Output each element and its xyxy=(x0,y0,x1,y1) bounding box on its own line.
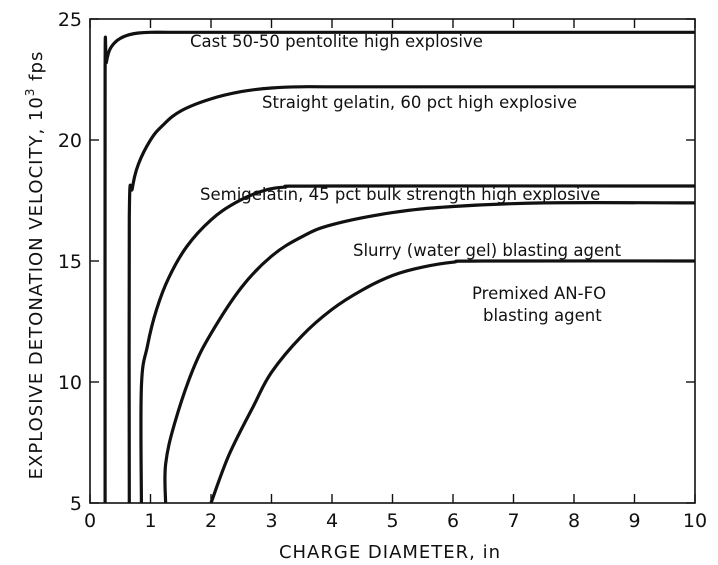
series-labels: Cast 50-50 pentolite high explosive Strai… xyxy=(190,32,622,325)
x-tick-label: 2 xyxy=(205,510,217,532)
series-line-1 xyxy=(127,85,695,504)
series-label-3: Slurry (water gel) blasting agent xyxy=(353,241,622,260)
series-label-0: Cast 50-50 pentolite high explosive xyxy=(190,32,483,51)
series-curves xyxy=(103,30,696,504)
series-label-4: Premixed AN-FO xyxy=(472,284,606,303)
x-tick-label: 6 xyxy=(447,510,459,532)
series-line-0 xyxy=(103,30,695,504)
y-axis-title-unit: fps xyxy=(26,51,47,81)
series-label-4: blasting agent xyxy=(483,306,602,325)
y-tick-label: 5 xyxy=(70,493,82,515)
x-tick-label: 8 xyxy=(568,510,580,532)
axis-ticks: 0 1 2 3 4 5 6 7 8 9 10 5 10 15 20 25 xyxy=(58,9,707,532)
x-tick-label: 4 xyxy=(326,510,338,532)
series-line-4 xyxy=(209,259,696,504)
y-axis-title-exponent: 3 xyxy=(23,88,37,97)
y-tick-label: 10 xyxy=(58,372,82,394)
series-line-2 xyxy=(139,184,696,504)
series-label-1: Straight gelatin, 60 pct high explosive xyxy=(262,93,577,112)
x-axis-title: CHARGE DIAMETER, in xyxy=(279,542,501,563)
y-axis-title-main: EXPLOSIVE DETONATION VELOCITY, 10 xyxy=(26,96,47,479)
series-label-2: Semigelatin, 45 pct bulk strength high e… xyxy=(200,185,600,204)
x-tick-label: 0 xyxy=(84,510,96,532)
axis-titles: CHARGE DIAMETER, in EXPLOSIVE DETONATION… xyxy=(23,51,501,563)
y-tick-label: 20 xyxy=(58,130,82,152)
y-tick-label: 25 xyxy=(58,9,82,31)
x-tick-label: 7 xyxy=(507,510,519,532)
y-axis-title: EXPLOSIVE DETONATION VELOCITY, 103 fps xyxy=(23,51,47,480)
x-tick-label: 1 xyxy=(144,510,156,532)
x-tick-label: 5 xyxy=(386,510,398,532)
series-line-3 xyxy=(163,201,696,504)
x-tick-label: 10 xyxy=(683,510,707,532)
x-tick-label: 9 xyxy=(628,510,640,532)
x-tick-label: 3 xyxy=(265,510,277,532)
y-tick-label: 15 xyxy=(58,251,82,273)
